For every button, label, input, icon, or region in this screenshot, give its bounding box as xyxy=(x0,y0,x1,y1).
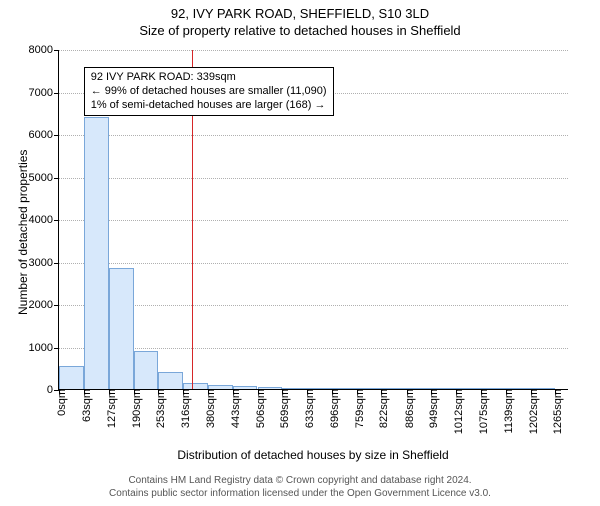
grid-line xyxy=(59,50,568,51)
x-tick-label: 696sqm xyxy=(323,389,341,428)
y-tick-label: 6000 xyxy=(29,129,59,141)
annotation-box: 92 IVY PARK ROAD: 339sqm← 99% of detache… xyxy=(84,67,334,116)
y-tick-label: 4000 xyxy=(29,214,59,226)
x-tick-label: 886sqm xyxy=(398,389,416,428)
chart-title-line2: Size of property relative to detached ho… xyxy=(0,23,600,38)
footer-line2: Contains public sector information licen… xyxy=(0,487,600,500)
x-tick-label: 443sqm xyxy=(224,389,242,428)
x-tick-label: 1075sqm xyxy=(472,389,490,434)
y-tick-label: 5000 xyxy=(29,172,59,184)
y-tick-label: 2000 xyxy=(29,299,59,311)
x-tick-label: 569sqm xyxy=(273,389,291,428)
x-tick-label: 506sqm xyxy=(249,389,267,428)
grid-line xyxy=(59,178,568,179)
chart-title-line1: 92, IVY PARK ROAD, SHEFFIELD, S10 3LD xyxy=(0,6,600,21)
x-tick-label: 633sqm xyxy=(298,389,316,428)
grid-line xyxy=(59,135,568,136)
x-tick-label: 127sqm xyxy=(100,389,118,428)
histogram-bar xyxy=(134,351,159,389)
plot-area: 0100020003000400050006000700080000sqm63s… xyxy=(58,50,568,390)
grid-line xyxy=(59,263,568,264)
annotation-line: ← 99% of detached houses are smaller (11… xyxy=(91,85,327,99)
annotation-line: 92 IVY PARK ROAD: 339sqm xyxy=(91,71,327,85)
x-tick-label: 1202sqm xyxy=(522,389,540,434)
x-tick-label: 380sqm xyxy=(199,389,217,428)
x-tick-label: 253sqm xyxy=(149,389,167,428)
histogram-bar xyxy=(109,268,134,389)
x-tick-label: 1139sqm xyxy=(497,389,515,433)
x-tick-label: 0sqm xyxy=(50,389,68,416)
x-tick-label: 759sqm xyxy=(348,389,366,428)
x-tick-label: 316sqm xyxy=(174,389,192,428)
grid-line xyxy=(59,348,568,349)
y-tick-label: 3000 xyxy=(29,257,59,269)
x-tick-label: 63sqm xyxy=(75,389,93,422)
grid-line xyxy=(59,220,568,221)
annotation-line: 1% of semi-detached houses are larger (1… xyxy=(91,99,327,113)
footer: Contains HM Land Registry data © Crown c… xyxy=(0,474,600,500)
histogram-bar xyxy=(158,372,183,389)
histogram-bar xyxy=(84,117,109,389)
chart-area: 0100020003000400050006000700080000sqm63s… xyxy=(58,50,568,390)
x-tick-label: 190sqm xyxy=(125,389,143,428)
x-tick-label: 822sqm xyxy=(372,389,390,428)
x-axis-caption: Distribution of detached houses by size … xyxy=(58,448,568,462)
y-tick-label: 8000 xyxy=(29,44,59,56)
y-tick-label: 7000 xyxy=(29,87,59,99)
y-tick-label: 1000 xyxy=(29,342,59,354)
y-axis-label: Number of detached properties xyxy=(16,150,30,315)
footer-line1: Contains HM Land Registry data © Crown c… xyxy=(0,474,600,487)
x-tick-label: 1012sqm xyxy=(447,389,465,434)
grid-line xyxy=(59,305,568,306)
x-tick-label: 1265sqm xyxy=(546,389,564,434)
histogram-bar xyxy=(59,366,84,389)
x-tick-label: 949sqm xyxy=(422,389,440,428)
